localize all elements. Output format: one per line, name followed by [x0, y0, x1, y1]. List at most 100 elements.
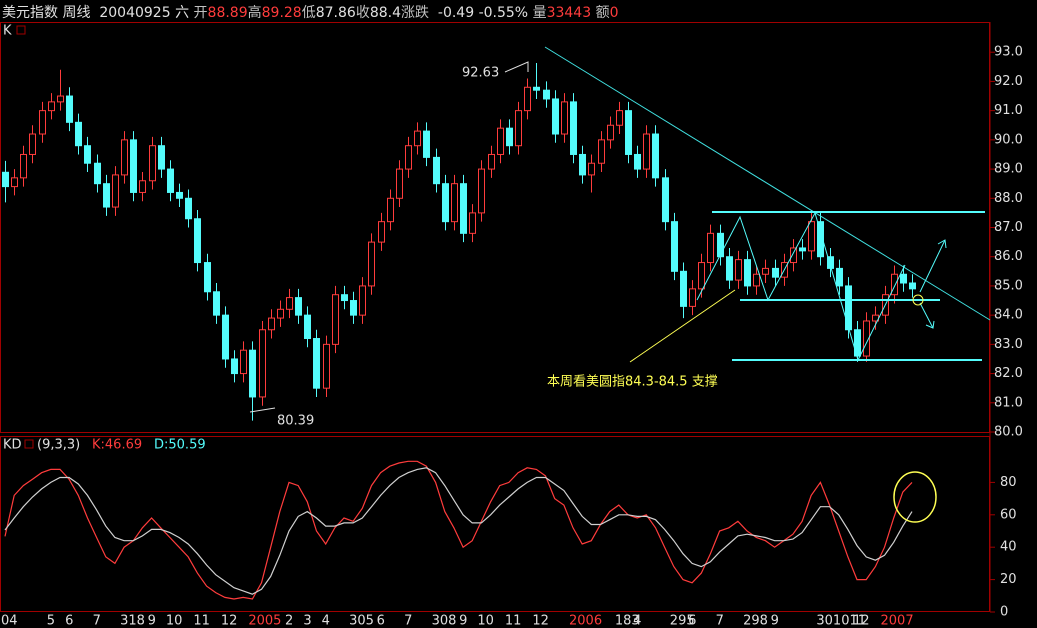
candle-body [378, 221, 385, 243]
y-tick-label: 88.0 [994, 191, 1023, 206]
marker-circle [912, 294, 924, 306]
candle-body [240, 349, 247, 375]
candle-body [863, 320, 870, 357]
x-tick-label: 11 [193, 614, 210, 628]
candle-body [707, 232, 714, 264]
candle-body [359, 285, 366, 316]
candle-body [625, 110, 632, 155]
candle-body [368, 241, 375, 287]
x-tick-label: 295 [670, 614, 695, 628]
x-tick-label: 6 [377, 614, 385, 628]
low: 87.86 [315, 5, 356, 21]
candle-body [94, 162, 101, 185]
candle-body [57, 95, 64, 103]
candle-body [506, 127, 513, 147]
candle-body [29, 133, 36, 155]
candle-body [332, 294, 339, 345]
y-tick-label: 84.0 [994, 308, 1023, 323]
panel-icon [16, 25, 26, 35]
x-tick-label: 6 [688, 614, 696, 628]
highlight-circle [893, 471, 937, 523]
candle-body [460, 183, 467, 234]
x-tick-label: 11 [505, 614, 522, 628]
price-frame [0, 22, 990, 433]
y-tick-label: 81.0 [994, 395, 1023, 410]
candle-body [744, 259, 751, 287]
x-tick-label: 305 [349, 614, 374, 628]
candle-body [313, 338, 320, 389]
candle-body [158, 145, 165, 170]
annotation: 92.63 [462, 66, 499, 81]
candle-body [607, 124, 614, 141]
candle-body [11, 177, 18, 188]
legend-d: D:50.59 [154, 438, 206, 453]
candle-body [762, 267, 769, 275]
candle-body [643, 133, 650, 170]
y-tick-label: 89.0 [994, 162, 1023, 177]
x-tick-label: 6 [65, 614, 73, 628]
y-tick-label: 91.0 [994, 103, 1023, 118]
candle-body [341, 294, 348, 302]
x-tick-label: 183 [615, 614, 640, 628]
candle-body [652, 133, 659, 179]
x-tick-label: 318 [120, 614, 145, 628]
candle-body [259, 329, 266, 398]
y-tick-label: 93.0 [994, 45, 1023, 60]
candle-body [451, 183, 458, 223]
candle-body [405, 145, 412, 170]
annotation: 本周看美圆指84.3-84.5 支撑 [547, 374, 718, 390]
candle-body [39, 110, 46, 135]
candle-body [827, 256, 834, 269]
candle-body [854, 329, 861, 357]
y-tick-label: 87.0 [994, 220, 1023, 235]
y-tick-label: 83.0 [994, 337, 1023, 352]
candle-body [735, 259, 742, 281]
candle-body [543, 89, 550, 100]
candle-body [524, 86, 531, 112]
candle-body [323, 343, 330, 389]
candle-body [213, 291, 220, 316]
x-tick-label: 308 [432, 614, 457, 628]
x-tick-label: 298 [743, 614, 768, 628]
volume: 33443 [546, 5, 592, 21]
candle-body [2, 171, 9, 188]
y-tick-label: 90.0 [994, 132, 1023, 147]
candle-body [204, 262, 211, 293]
candle-body [167, 168, 174, 193]
candle-body [66, 95, 73, 123]
candle-body [139, 180, 146, 193]
x-tick-label: 7 [404, 614, 412, 628]
arrow-head [925, 320, 935, 329]
candle-body [891, 273, 898, 296]
candle-body [598, 139, 605, 164]
x-tick-label: 5 [47, 614, 55, 628]
candle-body [286, 297, 293, 310]
x-tick-label: 12 [221, 614, 238, 628]
high-label: 高 [247, 5, 262, 21]
legend-k: K:46.69 [92, 438, 142, 453]
candle-body [121, 139, 128, 176]
candle-body [478, 168, 485, 214]
candle-body [149, 145, 156, 182]
candle-body [112, 174, 119, 208]
candle-body [909, 282, 916, 290]
candle-body [231, 358, 238, 375]
candle-body [616, 110, 623, 126]
x-tick-label: 2007 [881, 614, 914, 628]
y-tick-label: 20 [1000, 572, 1017, 587]
candle-body [488, 153, 495, 170]
trend-line [544, 46, 991, 321]
amount-label: 额 [595, 5, 610, 21]
candle-body [790, 247, 797, 264]
candle-body [130, 139, 137, 193]
drawings [249, 46, 991, 523]
x-tick-label: 12 [532, 614, 549, 628]
volume-label: 量 [532, 5, 547, 21]
panel-title: KD [3, 438, 22, 453]
arrow [919, 302, 934, 329]
kd-frame [0, 436, 990, 612]
x-tick-label: 10 [166, 614, 183, 628]
weekday: 六 [175, 5, 190, 21]
